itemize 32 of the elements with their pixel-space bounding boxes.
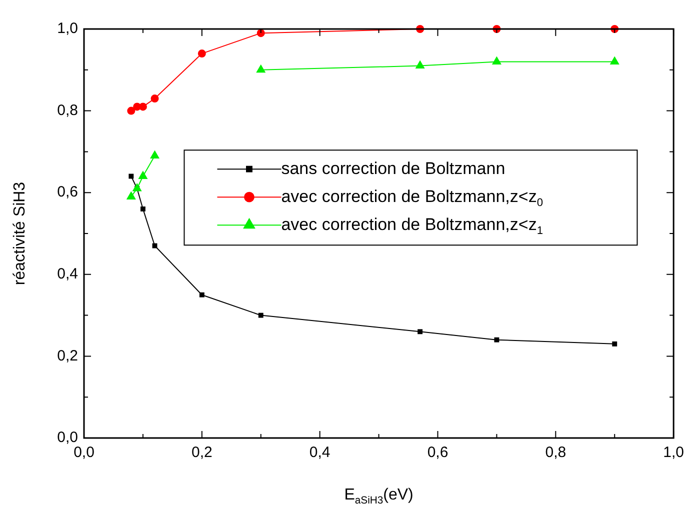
- point: [126, 191, 136, 200]
- y-tick-label: 0,4: [57, 266, 78, 283]
- x-tick-label: 0,0: [74, 444, 94, 462]
- point: [150, 150, 160, 159]
- point: [258, 312, 264, 318]
- y-tick-label: 0,8: [57, 102, 78, 119]
- x-tick-label: 1,0: [663, 444, 684, 462]
- point: [198, 50, 206, 58]
- point: [140, 206, 146, 212]
- point: [256, 64, 266, 73]
- legend-label: sans correction de Boltzmann: [281, 158, 506, 178]
- y-axis-title: réactivité SiH3: [11, 182, 28, 286]
- y-tick-label: 0,2: [57, 347, 78, 364]
- point: [492, 56, 502, 64]
- y-tick-label: 1,0: [57, 20, 78, 38]
- y-tick-label: 0,0: [57, 429, 78, 446]
- point: [494, 337, 500, 342]
- point: [128, 174, 134, 179]
- point: [132, 183, 142, 192]
- point: [612, 341, 618, 346]
- point: [418, 329, 423, 334]
- point: [199, 292, 204, 298]
- point: [127, 106, 136, 115]
- point: [150, 94, 159, 103]
- x-tick-label: 0,2: [191, 444, 212, 462]
- y-tick-label: 0,6: [57, 184, 78, 201]
- point: [610, 56, 620, 64]
- point: [138, 170, 148, 179]
- point: [415, 60, 425, 69]
- x-tick-label: 0,4: [309, 444, 330, 462]
- x-tick-label: 0,6: [427, 444, 448, 462]
- x-tick-label: 0,8: [545, 444, 566, 462]
